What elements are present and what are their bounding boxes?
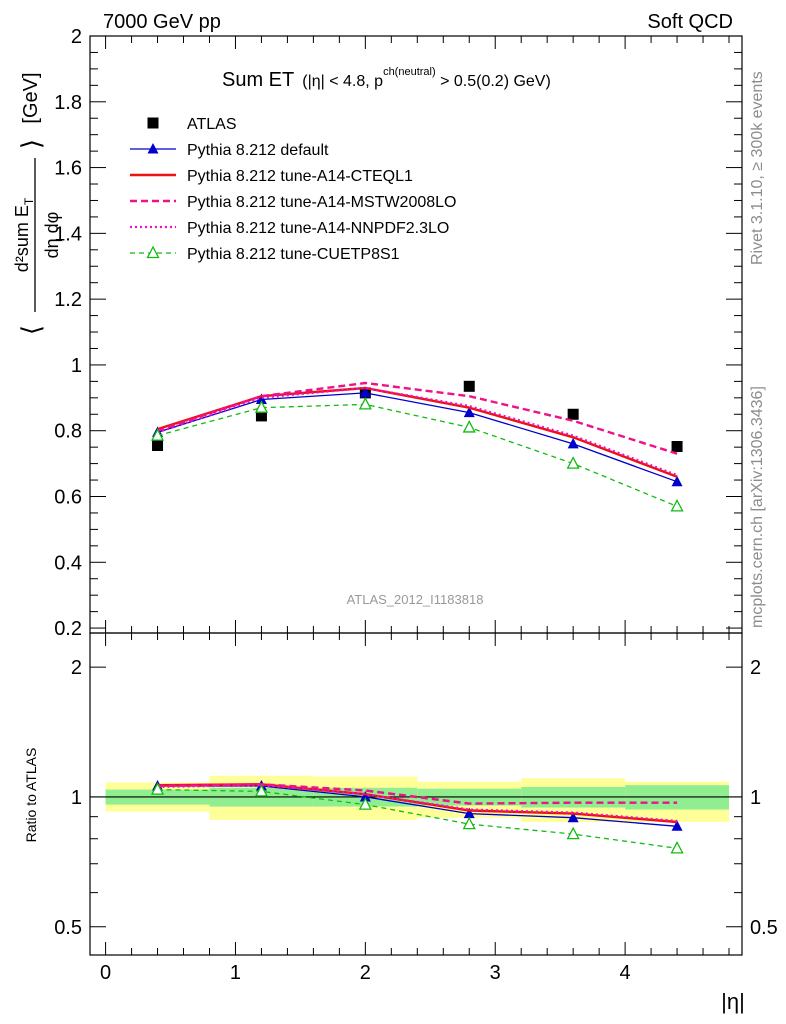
main-atlas-point [255,410,267,422]
main-default-point [671,475,683,487]
main-y-tick-label: 1 [71,355,82,377]
main-y-tick-label: 0.8 [54,421,82,443]
main-cuetp8s1-point [670,498,684,512]
legend: ATLAS Pythia 8.212 default Pythia 8.212 tu… [130,116,456,263]
ratio-panel: 0.5 0.5 1 1 2 2 0 1 2 3 4 [54,632,778,984]
ratio-cuetp8s1-point [670,840,684,854]
ratio-cuetp8s1-point [254,784,269,797]
main-panel: 0.2 0.4 0.6 0.8 1 1.2 1.4 1.6 1.8 2 [54,26,743,640]
svg-text:⟨: ⟨ [16,325,46,335]
main-nnpdf-line [157,386,678,477]
legend-marker-atlas [147,117,159,129]
ratio-y-tick-label: 0.5 [54,917,82,939]
main-y-axis-label: ⟨ d²sum ET dη dφ ⟩ [GeV] [12,72,62,335]
main-cteql1-line [157,386,678,478]
energy-header: 7000 GeV pp [103,11,221,33]
svg-text:⟩: ⟩ [16,139,46,149]
ratio-cuetp8s1-line [157,788,678,849]
legend-label-nnpdf: Pythia 8.212 tune-A14-NNPDF2.3LO [187,220,449,237]
main-y-tick-label: 1.2 [54,289,82,311]
x-tick-label: 1 [230,962,241,984]
main-atlas-point [671,440,683,452]
legend-label-cuetp8s1: Pythia 8.212 tune-CUETP8S1 [187,246,400,263]
main-y-tick-label: 1.6 [54,158,82,180]
main-default-point [567,437,579,449]
ratio-y-axis-label: Ratio to ATLAS [23,748,39,843]
legend-label-atlas: ATLAS [187,116,237,133]
main-y-tick-label: 1.4 [54,223,82,245]
category-header: Soft QCD [647,11,733,33]
legend-label-mstw: Pythia 8.212 tune-A14-MSTW2008LO [187,194,456,211]
ratio-cuetp8s1-point [566,826,580,840]
ratio-frame [89,632,743,956]
main-cuetp8s1-point [462,420,476,433]
ratio-default-point [671,820,683,831]
mcplots-source-label: mcplots.cern.ch [arXiv:1306.3436] [749,386,766,628]
ratio-y-tick-label-right: 0.5 [750,917,778,939]
ratio-y-tick-label: 2 [71,657,82,679]
main-cuetp8s1-point [566,456,580,469]
ratio-cuetp8s1-point [462,816,476,830]
main-y-tick-label: 0.4 [54,552,82,574]
x-tick-label: 2 [360,962,371,984]
ratio-y-tick-label-right: 1 [750,787,761,809]
main-default-point [255,393,267,404]
main-atlas-point [463,380,475,392]
main-cuetp8s1-line [157,403,678,508]
main-y-tick-label: 1.8 [54,92,82,114]
x-axis-label: |η| [721,989,745,1014]
ratio-y-tick-label-right: 2 [750,657,761,679]
x-tick-label: 0 [100,962,111,984]
main-cuetp8s1-point [254,400,269,413]
svg-text:d²sum ET: d²sum ET [12,197,36,272]
main-cuetp8s1-point [358,396,372,410]
main-atlas-point [152,440,164,452]
main-atlas-point [567,408,579,420]
legend-marker-default [147,143,159,154]
ratio-y-tick-label: 1 [71,787,82,809]
main-cuetp8s1-point [150,428,165,441]
ratio-cuetp8s1-point [358,797,372,810]
ratio-cuetp8s1-point [150,782,165,795]
rivet-version-label: Rivet 3.1.10, ≥ 300k events [749,71,766,265]
main-y-tick-label: 2 [71,26,82,48]
plot-title: Sum ET (|η| < 4.8, pch(neutral) > 0.5(0.2… [222,66,551,91]
main-default-point [359,386,371,398]
legend-marker-cuetp8s1 [146,245,160,259]
ratio-default-point [359,790,371,802]
x-tick-label: 4 [620,962,631,984]
legend-label-cteql1: Pythia 8.212 tune-A14-CTEQL1 [187,168,413,185]
legend-label-default: Pythia 8.212 default [187,142,329,159]
main-mstw-line [157,381,678,455]
main-y-tick-label: 0.6 [54,486,82,508]
ratio-mstw-line [157,783,678,805]
ratio-default-point [463,807,475,819]
svg-text:dη dφ: dη dφ [42,212,62,259]
main-default-point [463,406,475,418]
ratio-nnpdf-line [157,784,678,822]
ratio-default-point [567,811,579,823]
analysis-watermark: ATLAS_2012_I1183818 [347,592,484,607]
main-y-tick-label: 0.2 [54,618,82,640]
svg-text:[GeV]: [GeV] [20,72,42,123]
x-tick-label: 3 [490,962,501,984]
main-default-line [157,392,678,483]
